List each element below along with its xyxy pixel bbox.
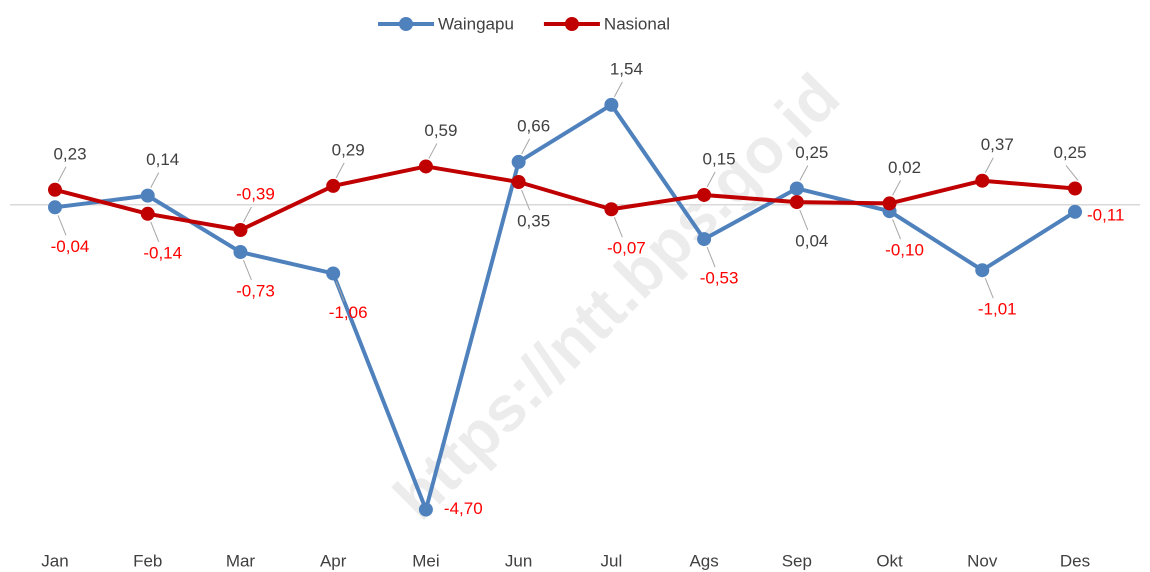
leader-line (335, 281, 345, 302)
legend-label: Nasional (604, 14, 670, 33)
x-tick-label: Jul (600, 551, 622, 570)
point (975, 263, 990, 278)
data-label: -0,53 (700, 269, 739, 288)
data-label: 0,25 (1053, 143, 1086, 162)
x-tick-label: Mar (226, 551, 256, 570)
leader-line (150, 172, 160, 188)
x-tick-label: Nov (967, 551, 998, 570)
data-label: 0,23 (53, 144, 86, 163)
leader-line (892, 180, 901, 196)
leader-line (150, 221, 160, 242)
x-tick-label: Ags (689, 551, 718, 570)
point (140, 188, 155, 203)
leader-line (799, 165, 809, 181)
point (1068, 181, 1082, 196)
point (511, 154, 526, 169)
leader-line (613, 217, 623, 238)
data-label: 0,14 (146, 150, 179, 169)
data-label: -0,07 (607, 239, 646, 258)
point (697, 187, 712, 202)
legend-marker (399, 17, 413, 31)
point (511, 175, 526, 190)
legend-label: Waingapu (438, 14, 514, 33)
data-label: -4,70 (444, 499, 483, 518)
leader-line (984, 157, 994, 173)
leader-line (521, 189, 531, 211)
x-tick-label: Okt (876, 551, 903, 570)
point (48, 200, 62, 215)
leader-line (1065, 165, 1079, 181)
point (1068, 204, 1082, 219)
x-tick-label: Apr (320, 551, 347, 570)
leader-line (57, 215, 67, 236)
point (326, 266, 341, 281)
point (326, 178, 341, 193)
data-label: -0,10 (885, 241, 924, 260)
legend-marker (564, 17, 579, 31)
x-tick-label: Jun (505, 551, 532, 570)
point (48, 182, 62, 197)
leader-line (892, 219, 902, 240)
point (789, 195, 804, 210)
x-tick-label: Jan (41, 551, 68, 570)
data-label: -0,39 (236, 184, 275, 203)
point (233, 222, 248, 237)
x-tick-label: Feb (133, 551, 162, 570)
x-tick-label: Sep (782, 551, 812, 570)
series-line (54, 102, 1077, 512)
point (697, 232, 712, 247)
data-label: -0,14 (143, 243, 182, 262)
point (418, 159, 433, 174)
data-label: 0,02 (888, 158, 921, 177)
data-label: 0,25 (795, 143, 828, 162)
data-label: -0,04 (51, 237, 90, 256)
data-label: 0,37 (981, 135, 1014, 154)
leader-line (799, 209, 809, 231)
data-label: 0,15 (703, 149, 736, 168)
leader-line (706, 246, 716, 268)
x-tick-label: Mei (412, 551, 439, 570)
leader-line (521, 138, 531, 155)
point (789, 181, 804, 196)
data-label: 0,35 (517, 211, 550, 230)
data-label: -1,01 (978, 300, 1017, 319)
point (604, 202, 619, 217)
leader-line (243, 206, 252, 223)
leader-line (335, 162, 345, 179)
leader-line (57, 166, 67, 183)
data-label: -1,06 (329, 303, 368, 322)
data-label: 0,29 (332, 140, 365, 159)
point (140, 206, 155, 221)
data-label: 1,54 (610, 59, 643, 78)
leader-line (428, 143, 438, 159)
point (882, 196, 897, 211)
data-label: -0,11 (1087, 205, 1125, 224)
point (975, 173, 990, 188)
data-label: 0,66 (517, 116, 550, 135)
series-line (54, 164, 1076, 232)
leader-line (706, 171, 716, 188)
point (233, 245, 248, 260)
leader-line (984, 278, 994, 299)
data-label: 0,04 (795, 232, 828, 251)
data-label: -0,73 (236, 282, 275, 301)
leader-line (242, 259, 252, 281)
leader-line (613, 81, 623, 98)
x-tick-label: Des (1060, 551, 1090, 570)
point (604, 97, 619, 112)
point (418, 502, 433, 517)
data-label: 0,59 (424, 121, 457, 140)
